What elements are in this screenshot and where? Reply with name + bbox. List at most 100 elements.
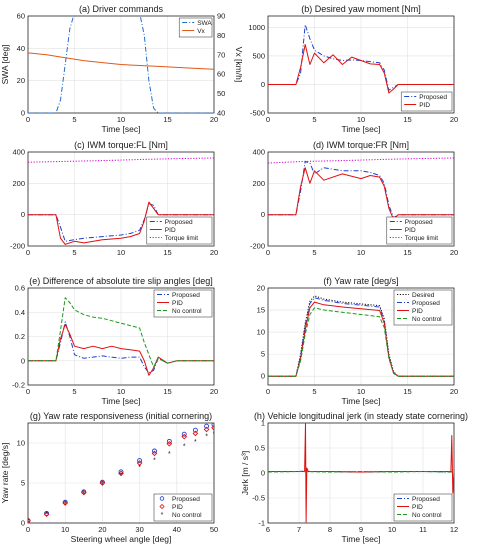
x-tick-label: 0 — [26, 115, 30, 124]
series-line — [268, 160, 454, 219]
legend-label: PID — [172, 504, 183, 511]
series-line — [268, 44, 454, 94]
legend-label: Proposed — [172, 496, 200, 503]
y-tick-label: 20 — [257, 284, 265, 293]
x-tick-label: 10 — [357, 248, 365, 257]
data-point-no-control: * — [101, 481, 104, 488]
plot-frame — [27, 15, 215, 114]
x-tick-label: 6 — [266, 525, 270, 534]
chart-title: (d) IWM torque:FR [Nm] — [313, 140, 409, 150]
data-point-no-control: * — [120, 473, 123, 480]
x-tick-label: 5 — [72, 387, 76, 396]
plot-frame — [27, 287, 215, 386]
plot-frame — [267, 287, 455, 386]
x-tick-label: 5 — [312, 387, 316, 396]
x-tick-label: 8 — [328, 525, 332, 534]
y-right-axis-label: Vx [km/h] — [234, 47, 244, 82]
y-tick-label: 0 — [261, 372, 265, 381]
y-right-tick-label: 70 — [217, 50, 225, 59]
series-layer — [268, 24, 454, 94]
series-layer — [28, 297, 214, 376]
chart-panel: 0 10 20 30 40 50 0 5 10 (g) Yaw rate responsivene… — [0, 411, 218, 544]
data-point-proposed — [166, 438, 172, 444]
data-point-pid — [192, 430, 199, 437]
y-tick-label: 0 — [21, 519, 25, 528]
series-layer: * * * * * * * * * * * * * — [28, 423, 214, 523]
x-tick-label: 15 — [163, 248, 171, 257]
chart-panel: 0 5 10 15 20 0 5 10 15 20 (f) Yaw rate [deg/s] Time… — [257, 276, 459, 406]
x-tick-label: 7 — [297, 525, 301, 534]
data-point-pid — [62, 500, 69, 506]
data-point-no-control: * — [205, 433, 208, 440]
legend-label: Proposed — [165, 219, 193, 226]
data-point-proposed — [152, 448, 157, 454]
data-point-no-control: * — [64, 501, 67, 508]
x-tick-label: 0 — [26, 525, 30, 534]
y-tick-label: 0.2 — [15, 332, 25, 341]
chart-panel: 0 5 10 15 20-0.200.20.40.6(e) Difference of … — [12, 276, 218, 406]
y-tick-label: 1000 — [248, 23, 265, 32]
series-line — [268, 307, 454, 377]
plot-frame — [267, 15, 455, 114]
legend-label: Torque limit — [165, 235, 198, 242]
x-tick-label: 0 — [266, 387, 270, 396]
x-tick-label: 15 — [403, 387, 411, 396]
x-tick-label: 10 — [61, 525, 69, 534]
y-tick-label: 40 — [17, 44, 25, 53]
legend-label: SWA — [197, 20, 212, 27]
series-line — [268, 167, 454, 220]
data-point-pid — [181, 433, 188, 440]
series-layer — [268, 157, 454, 246]
legend-label: PID — [412, 504, 423, 511]
legend-label: Proposed — [419, 94, 447, 101]
x-axis-label: Time [sec] — [342, 396, 381, 406]
x-axis-label: Time [sec] — [342, 534, 381, 544]
data-point-no-control: * — [153, 457, 156, 464]
legend-box — [393, 493, 453, 522]
y-tick-label: 0.5 — [255, 444, 265, 453]
data-point-pid — [43, 511, 50, 518]
y-tick-label: 15 — [257, 306, 265, 315]
y-axis-label: SWA [deg] — [0, 45, 10, 85]
x-tick-label: 5 — [312, 248, 316, 257]
legend-box — [393, 289, 453, 326]
chart-title: (e) Difference of absolute tire slip ang… — [29, 276, 212, 286]
legend-label: PID — [172, 300, 183, 307]
x-tick-label: 15 — [163, 387, 171, 396]
chart-title: (h) Vehicle longitudinal jerk (in steady… — [254, 411, 468, 421]
chart-title: (c) IWM torque:FL [Nm] — [74, 140, 168, 150]
y-right-tick-label: 40 — [217, 109, 225, 118]
legend-label: No control — [412, 316, 442, 323]
x-tick-label: 15 — [163, 115, 171, 124]
y-tick-label: 0 — [21, 109, 25, 118]
x-tick-label: 10 — [388, 525, 396, 534]
legend-label: PID — [412, 308, 423, 315]
x-tick-label: 40 — [173, 525, 181, 534]
x-tick-label: 0 — [26, 387, 30, 396]
data-point-proposed — [192, 427, 198, 433]
x-tick-label: 20 — [450, 115, 458, 124]
series-line — [28, 157, 214, 163]
series-line — [28, 297, 214, 368]
series-layer — [28, 157, 214, 246]
data-point-pid — [203, 426, 210, 433]
legend-label: Vx — [197, 28, 205, 35]
series-line — [28, 52, 214, 70]
y-axis-label: Yaw rate [deg/s] — [0, 443, 10, 504]
x-tick-label: 20 — [450, 248, 458, 257]
legend-label: Proposed — [412, 496, 440, 503]
legend-box — [153, 289, 213, 318]
legend-label: Proposed — [412, 300, 440, 307]
y-tick-label: 0 — [261, 210, 265, 219]
chart-panel: 6 7 8 9 10 11 12 -1 -0.5 0 0.5 1(h) Vehicle longitu… — [240, 411, 468, 544]
y-tick-label: 5 — [21, 479, 25, 488]
y-tick-label: -500 — [250, 109, 265, 118]
y-right-tick-label: 80 — [217, 31, 225, 40]
series-layer — [268, 295, 454, 377]
x-tick-label: 5 — [312, 115, 316, 124]
data-point-pid — [136, 460, 143, 466]
y-tick-label: 1 — [261, 419, 265, 428]
x-tick-label: 10 — [357, 387, 365, 396]
